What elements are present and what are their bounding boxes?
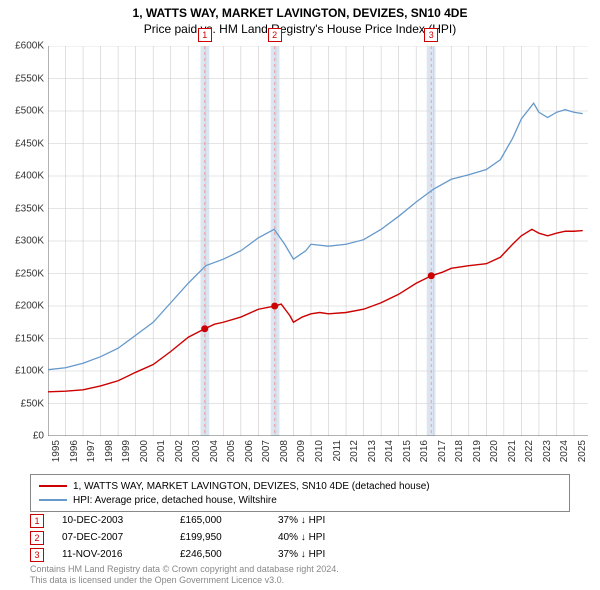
sale-diff: 37% ↓ HPI [278,549,378,560]
x-tick-label: 2013 [367,440,378,462]
chart-container: 1, WATTS WAY, MARKET LAVINGTON, DEVIZES,… [0,0,600,590]
x-tick-label: 2016 [419,440,430,462]
y-tick-label: £350K [4,203,44,214]
legend-item: HPI: Average price, detached house, Wilt… [39,493,561,507]
y-tick-label: £250K [4,268,44,279]
x-tick-label: 2003 [191,440,202,462]
footer-line1: Contains HM Land Registry data © Crown c… [30,564,339,575]
legend-item: 1, WATTS WAY, MARKET LAVINGTON, DEVIZES,… [39,479,561,493]
y-tick-label: £200K [4,301,44,312]
x-tick-label: 2007 [261,440,272,462]
x-tick-label: 2020 [489,440,500,462]
sale-date: 10-DEC-2003 [62,515,162,526]
sale-marker: 3 [424,28,438,42]
plot-svg [48,46,588,436]
x-tick-label: 2000 [139,440,150,462]
legend: 1, WATTS WAY, MARKET LAVINGTON, DEVIZES,… [30,474,570,512]
y-tick-label: £500K [4,106,44,117]
x-tick-label: 2018 [454,440,465,462]
sale-price: £246,500 [180,549,260,560]
sale-diff: 40% ↓ HPI [278,532,378,543]
x-tick-label: 2023 [542,440,553,462]
sale-date: 11-NOV-2016 [62,549,162,560]
x-tick-label: 2011 [332,440,343,462]
x-tick-label: 2010 [314,440,325,462]
sale-date: 07-DEC-2007 [62,532,162,543]
x-tick-label: 2014 [384,440,395,462]
x-tick-label: 2005 [226,440,237,462]
x-tick-label: 1999 [121,440,132,462]
x-tick-label: 1996 [69,440,80,462]
x-tick-label: 2024 [559,440,570,462]
x-tick-label: 1995 [51,440,62,462]
sale-row-marker: 1 [30,514,44,528]
chart-area: £0£50K£100K£150K£200K£250K£300K£350K£400… [48,46,588,436]
x-tick-label: 2012 [349,440,360,462]
sale-row: 2 07-DEC-2007 £199,950 40% ↓ HPI [30,529,570,546]
y-tick-label: £600K [4,41,44,52]
sale-row: 3 11-NOV-2016 £246,500 37% ↓ HPI [30,546,570,563]
x-tick-label: 2015 [402,440,413,462]
x-tick-label: 2004 [209,440,220,462]
legend-label: HPI: Average price, detached house, Wilt… [73,495,277,506]
x-tick-label: 2025 [577,440,588,462]
x-tick-label: 2017 [437,440,448,462]
y-tick-label: £300K [4,236,44,247]
sale-diff: 37% ↓ HPI [278,515,378,526]
x-tick-label: 2008 [279,440,290,462]
legend-label: 1, WATTS WAY, MARKET LAVINGTON, DEVIZES,… [73,481,430,492]
y-tick-label: £50K [4,398,44,409]
sale-row-marker: 3 [30,548,44,562]
x-tick-label: 1997 [86,440,97,462]
x-tick-label: 2009 [296,440,307,462]
x-tick-label: 2002 [174,440,185,462]
sale-price: £199,950 [180,532,260,543]
sales-table: 1 10-DEC-2003 £165,000 37% ↓ HPI 2 07-DEC-200… [30,512,570,563]
sale-marker: 1 [198,28,212,42]
x-tick-label: 2006 [244,440,255,462]
chart-subtitle: Price paid vs. HM Land Registry's House … [0,22,600,36]
footer-attribution: Contains HM Land Registry data © Crown c… [30,564,339,587]
chart-title: 1, WATTS WAY, MARKET LAVINGTON, DEVIZES,… [0,6,600,20]
y-tick-label: £550K [4,73,44,84]
sale-marker: 2 [268,28,282,42]
x-tick-label: 2022 [524,440,535,462]
title-block: 1, WATTS WAY, MARKET LAVINGTON, DEVIZES,… [0,0,600,36]
legend-swatch [39,499,67,501]
x-tick-label: 2019 [472,440,483,462]
footer-line2: This data is licensed under the Open Gov… [30,575,339,586]
sale-row: 1 10-DEC-2003 £165,000 37% ↓ HPI [30,512,570,529]
y-tick-label: £400K [4,171,44,182]
y-tick-label: £150K [4,333,44,344]
y-tick-label: £450K [4,138,44,149]
x-tick-label: 2021 [507,440,518,462]
sale-row-marker: 2 [30,531,44,545]
legend-swatch [39,485,67,487]
x-tick-label: 1998 [104,440,115,462]
sale-price: £165,000 [180,515,260,526]
y-tick-label: £0 [4,431,44,442]
x-tick-label: 2001 [156,440,167,462]
y-tick-label: £100K [4,366,44,377]
